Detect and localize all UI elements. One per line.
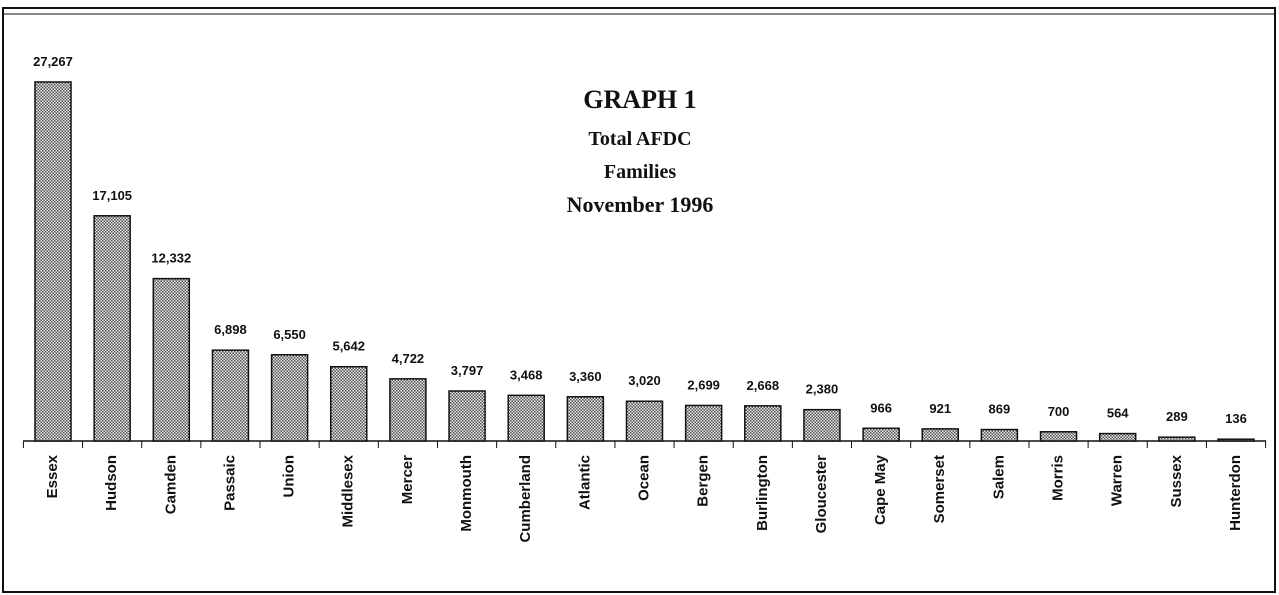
value-label: 3,468: [510, 367, 543, 382]
x-tick-label: Ocean: [635, 455, 652, 501]
x-tick-label: Salem: [990, 455, 1007, 499]
value-label: 921: [929, 401, 951, 416]
value-label: 3,797: [451, 363, 484, 378]
x-tick-label: Bergen: [695, 455, 712, 507]
value-label: 2,699: [687, 377, 720, 392]
chart-subtitle: Total AFDC: [588, 128, 691, 150]
value-label: 2,380: [806, 382, 839, 397]
x-tick-label: Gloucester: [813, 455, 830, 534]
bar: [803, 408, 841, 442]
x-tick-label: Union: [281, 455, 298, 498]
x-tick-label: Essex: [44, 454, 61, 498]
value-label: 6,898: [214, 322, 247, 337]
bar: [1158, 436, 1196, 442]
bar: [93, 215, 131, 442]
chart-subtitle: Families: [604, 161, 676, 183]
frame: [2, 7, 1276, 593]
bar: [744, 405, 782, 442]
bar: [684, 404, 723, 442]
x-tick-label: Camden: [162, 455, 179, 514]
bar: [330, 365, 368, 442]
value-label: 289: [1166, 409, 1188, 424]
bar: [1039, 431, 1078, 442]
value-label: 2,668: [747, 378, 780, 393]
value-label: 4,722: [392, 351, 425, 366]
x-tick-label: Cumberland: [517, 455, 534, 543]
bar: [566, 396, 605, 442]
x-tick-label: Hunterdon: [1227, 455, 1244, 531]
value-label: 17,105: [92, 188, 132, 203]
value-label: 6,550: [273, 327, 306, 342]
value-label: 869: [989, 402, 1011, 417]
value-label: 5,642: [332, 339, 365, 354]
bar: [862, 427, 900, 442]
x-tick-label: Sussex: [1168, 454, 1185, 507]
value-label: 966: [870, 400, 892, 415]
x-tick-label: Morris: [1050, 455, 1067, 501]
x-tick-label: Hudson: [103, 455, 120, 511]
bar: [389, 378, 427, 442]
bar: [34, 81, 72, 442]
value-label: 12,332: [151, 251, 191, 266]
bar: [1217, 438, 1255, 442]
x-tick-label: Mercer: [399, 455, 416, 504]
x-tick-label: Warren: [1109, 455, 1126, 506]
x-tick-label: Atlantic: [576, 455, 593, 510]
bar: [448, 390, 486, 442]
value-label: 27,267: [33, 54, 73, 69]
bar: [1098, 432, 1137, 442]
value-label: 700: [1048, 404, 1070, 419]
x-tick-label: Monmouth: [458, 455, 475, 532]
bar: [211, 349, 250, 442]
x-tick-label: Somerset: [931, 455, 948, 523]
x-tick-label: Cape May: [872, 454, 889, 525]
value-label: 136: [1225, 411, 1247, 426]
bar: [152, 277, 191, 442]
value-label: 3,360: [569, 369, 602, 384]
x-tick-label: Burlington: [754, 455, 771, 531]
value-label: 3,020: [628, 373, 661, 388]
x-tick-label: Middlesex: [340, 454, 357, 527]
bar: [921, 428, 959, 442]
bar: [980, 428, 1019, 442]
x-tick-label: Passaic: [221, 455, 238, 511]
bar: [625, 400, 664, 442]
chart-title: GRAPH 1: [583, 85, 696, 114]
value-label: 564: [1107, 406, 1129, 421]
bar: [270, 354, 309, 442]
bar: [507, 394, 545, 442]
chart-subtitle: November 1996: [567, 192, 714, 217]
